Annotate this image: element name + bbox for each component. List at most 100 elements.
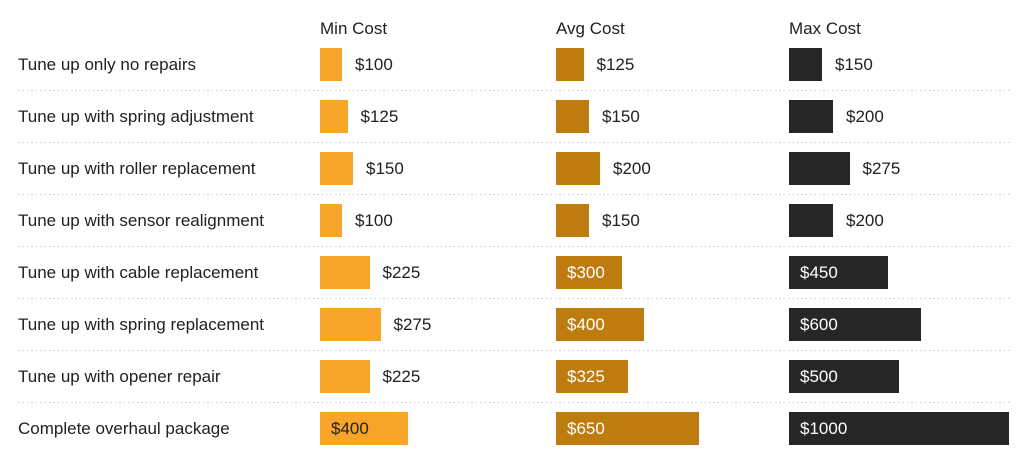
- max-cost-value-label: $200: [846, 210, 884, 230]
- max-cost-cell: $1000: [789, 412, 1010, 445]
- avg-cost-value-label: $400: [567, 314, 605, 334]
- row-label: Tune up with sensor realignment: [18, 211, 265, 230]
- avg-cost-value-label: $200: [613, 158, 651, 178]
- avg-cost-bar: $325: [556, 360, 628, 393]
- row-separator: [18, 246, 1010, 247]
- max-cost-cell: $500: [789, 360, 1010, 393]
- avg-cost-value-label: $325: [567, 366, 605, 386]
- max-cost-value-label: $600: [800, 314, 838, 334]
- max-cost-bar: [789, 204, 833, 237]
- column-header-avg-cost: Avg Cost: [556, 19, 625, 38]
- max-cost-cell: $450: [789, 256, 1010, 289]
- max-cost-bar: $600: [789, 308, 921, 341]
- min-cost-bar: [320, 100, 348, 133]
- header-cell-min: Min Cost: [320, 19, 556, 39]
- avg-cost-bar: $300: [556, 256, 622, 289]
- row-separator: [18, 142, 1010, 143]
- max-cost-value-label: $500: [800, 366, 838, 386]
- min-cost-bar: [320, 308, 381, 341]
- min-cost-bar: [320, 204, 342, 237]
- avg-cost-cell: $125: [556, 48, 789, 81]
- table-row: Tune up with sensor realignment $100 $150 $…: [18, 195, 1010, 246]
- table-row: Tune up with opener repair $225 $325 $500: [18, 351, 1010, 402]
- table-row: Tune up with spring replacement $275 $400 $…: [18, 299, 1010, 350]
- max-cost-bar: [789, 48, 822, 81]
- max-cost-value-label: $1000: [800, 418, 848, 438]
- max-cost-bar: $1000: [789, 412, 1009, 445]
- table-row: Tune up with cable replacement $225 $300 $4…: [18, 247, 1010, 298]
- min-cost-value-label: $225: [382, 262, 421, 282]
- row-separator: [18, 194, 1010, 195]
- min-cost-bar: [320, 256, 370, 289]
- min-cost-cell: $225: [320, 256, 556, 289]
- row-label: Tune up with roller replacement: [18, 159, 256, 178]
- header-cell-max: Max Cost: [789, 19, 1010, 39]
- min-cost-cell: $125: [320, 100, 556, 133]
- min-cost-bar: $400: [320, 412, 408, 445]
- avg-cost-cell: $400: [556, 308, 789, 341]
- row-label: Tune up with spring replacement: [18, 315, 265, 334]
- row-separator: [18, 402, 1010, 403]
- row-separator: [18, 350, 1010, 351]
- avg-cost-cell: $650: [556, 412, 789, 445]
- avg-cost-cell: $150: [556, 100, 789, 133]
- avg-cost-cell: $150: [556, 204, 789, 237]
- avg-cost-value-label: $650: [567, 418, 605, 438]
- min-cost-value-label: $125: [360, 106, 399, 126]
- max-cost-cell: $275: [789, 152, 1010, 185]
- min-cost-bar: [320, 360, 370, 393]
- avg-cost-value-label: $300: [567, 262, 605, 282]
- avg-cost-bar: [556, 100, 589, 133]
- avg-cost-bar: $400: [556, 308, 644, 341]
- column-header-min-cost: Min Cost: [320, 19, 388, 38]
- chart-rows: Tune up only no repairs $100 $125 $150 Tune …: [18, 39, 1010, 454]
- max-cost-cell: $600: [789, 308, 1010, 341]
- row-separator: [18, 298, 1010, 299]
- row-label: Tune up with cable replacement: [18, 263, 259, 282]
- avg-cost-cell: $200: [556, 152, 789, 185]
- min-cost-value-label: $400: [331, 418, 369, 438]
- row-label: Tune up with spring adjustment: [18, 107, 254, 126]
- max-cost-value-label: $275: [862, 158, 901, 178]
- max-cost-bar: $500: [789, 360, 899, 393]
- min-cost-cell: $275: [320, 308, 556, 341]
- max-cost-cell: $200: [789, 100, 1010, 133]
- header-cell-avg: Avg Cost: [556, 19, 789, 39]
- min-cost-value-label: $100: [355, 54, 393, 74]
- avg-cost-bar: $650: [556, 412, 699, 445]
- column-header-max-cost: Max Cost: [789, 19, 861, 38]
- avg-cost-bar: [556, 48, 584, 81]
- avg-cost-cell: $300: [556, 256, 789, 289]
- max-cost-cell: $200: [789, 204, 1010, 237]
- row-separator: [18, 90, 1010, 91]
- max-cost-cell: $150: [789, 48, 1010, 81]
- max-cost-bar: [789, 152, 850, 185]
- avg-cost-value-label: $150: [602, 106, 640, 126]
- min-cost-bar: [320, 152, 353, 185]
- min-cost-cell: $400: [320, 412, 556, 445]
- min-cost-value-label: $150: [366, 158, 404, 178]
- table-row: Tune up with spring adjustment $125 $150 $2…: [18, 91, 1010, 142]
- row-label: Tune up only no repairs: [18, 55, 196, 74]
- min-cost-bar: [320, 48, 342, 81]
- table-row: Tune up with roller replacement $150 $200 $…: [18, 143, 1010, 194]
- max-cost-bar: [789, 100, 833, 133]
- avg-cost-cell: $325: [556, 360, 789, 393]
- max-cost-value-label: $200: [846, 106, 884, 126]
- avg-cost-value-label: $150: [602, 210, 640, 230]
- min-cost-value-label: $275: [393, 314, 432, 334]
- min-cost-cell: $100: [320, 204, 556, 237]
- max-cost-bar: $450: [789, 256, 888, 289]
- avg-cost-bar: [556, 152, 600, 185]
- min-cost-cell: $100: [320, 48, 556, 81]
- min-cost-value-label: $225: [382, 366, 421, 386]
- min-cost-value-label: $100: [355, 210, 393, 230]
- column-headers: Min Cost Avg Cost Max Cost: [18, 0, 1010, 39]
- avg-cost-value-label: $125: [596, 54, 635, 74]
- min-cost-cell: $225: [320, 360, 556, 393]
- max-cost-value-label: $150: [835, 54, 873, 74]
- row-label: Complete overhaul package: [18, 419, 230, 438]
- min-cost-cell: $150: [320, 152, 556, 185]
- row-label: Tune up with opener repair: [18, 367, 221, 386]
